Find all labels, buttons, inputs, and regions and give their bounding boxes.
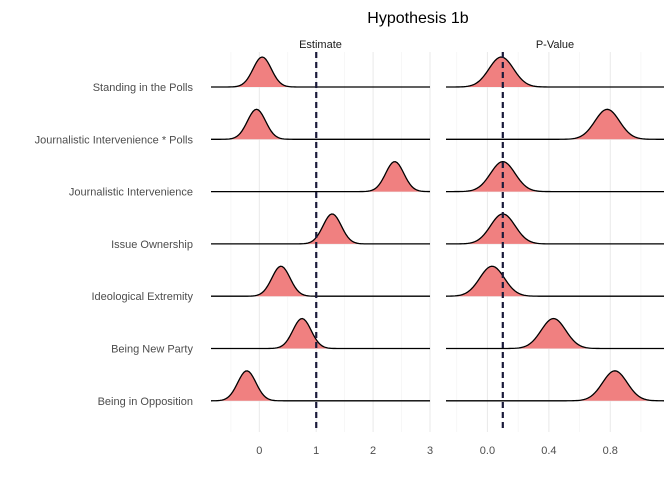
density-ridge-outline (446, 370, 665, 402)
density-ridge-fill (446, 57, 664, 87)
density-ridge-outline (211, 160, 431, 193)
density-ridge-fill (211, 370, 430, 401)
category-label: Journalistic Intervenience (69, 187, 193, 199)
category-label: Issue Ownership (111, 239, 193, 251)
density-ridge-outline (211, 265, 430, 297)
density-ridge-outline (210, 370, 430, 402)
x-tick-label: 0.0 (480, 445, 495, 457)
x-tick-label: 0 (256, 445, 262, 457)
density-ridge-fill (211, 213, 430, 244)
category-label: Journalistic Intervenience * Polls (35, 134, 194, 146)
density-ridge-fill (446, 318, 664, 349)
density-ridge-fill (211, 161, 430, 192)
label-layer: Estimate 0 1 2 3 P-Value 0.0 0.4 0.8 Standing in … (35, 39, 618, 457)
density-ridge-outline (446, 213, 664, 245)
x-tick-label: 3 (427, 445, 433, 457)
chart-title: Hypothesis 1b (367, 10, 468, 27)
density-ridge-outline (446, 317, 664, 350)
reference-line-layer (315, 52, 504, 432)
density-ridge-outline (211, 213, 430, 245)
category-label: Ideological Extremity (92, 291, 194, 303)
density-ridge-outline (446, 108, 664, 140)
density-ridge-fill (211, 266, 430, 297)
density-ridge-fill (211, 57, 430, 87)
density-ridge-outline (211, 317, 430, 350)
density-ridge-fill (446, 109, 664, 140)
density-ridge-outline (211, 56, 430, 88)
density-ridge-outline (445, 265, 664, 297)
density-ridge-outline (446, 160, 664, 193)
density-ridge-outline (446, 56, 664, 88)
density-ridge-fill (446, 161, 664, 192)
panel-strip-label: P-Value (536, 39, 574, 51)
category-label: Standing in the Polls (93, 82, 194, 94)
x-tick-label: 2 (370, 445, 376, 457)
density-ridge-fill (211, 109, 430, 140)
ridge-layer (210, 56, 665, 402)
x-tick-label: 0.8 (603, 445, 618, 457)
category-label: Being New Party (111, 344, 193, 356)
x-tick-label: 0.4 (541, 445, 556, 457)
density-ridge-fill (446, 266, 664, 297)
grid-layer (211, 52, 664, 432)
density-ridge-fill (446, 370, 664, 401)
category-label: Being in Opposition (98, 396, 193, 408)
density-ridge-outline (211, 108, 430, 140)
panel-strip-label: Estimate (299, 39, 342, 51)
x-tick-label: 1 (313, 445, 319, 457)
density-ridge-fill (446, 213, 664, 244)
